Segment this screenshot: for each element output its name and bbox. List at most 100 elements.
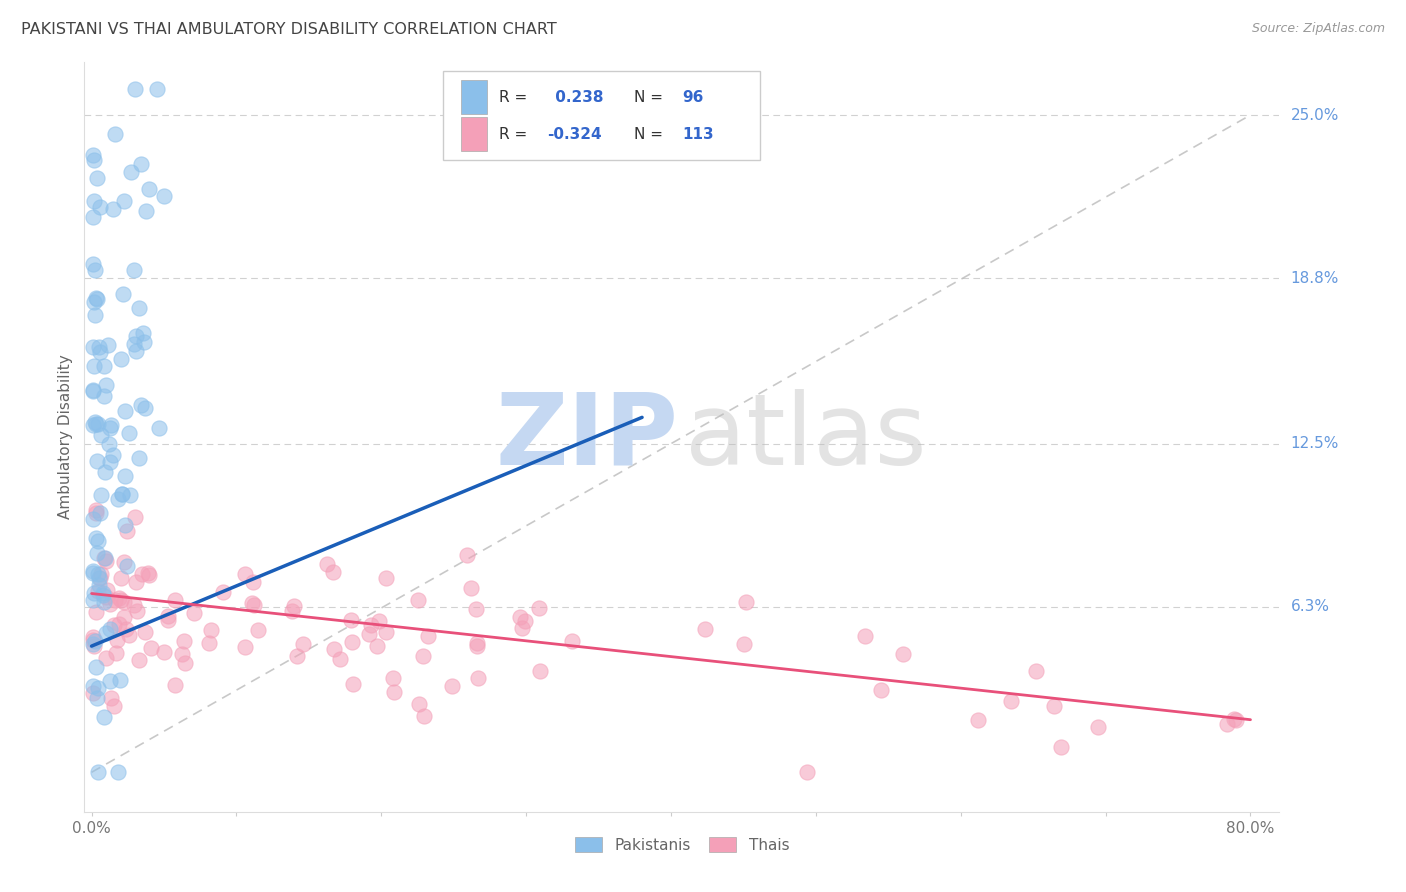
Point [374,625,396,640]
Point [97,338,120,352]
Point [98,455,121,469]
Point [1043,699,1066,714]
Point [456,548,478,562]
Point [460,582,482,596]
Text: -0.324: -0.324 [547,127,602,142]
Point [112,287,135,301]
Point [84,415,107,429]
Point [105,646,128,660]
Point [103,618,125,632]
Point [110,572,132,586]
Point [96,378,118,392]
Point [82,384,104,398]
Point [233,640,256,654]
Point [82,630,104,644]
Point [1049,740,1071,755]
Point [413,709,436,723]
Point [93,710,115,724]
Point [467,671,489,685]
Point [134,625,156,640]
Point [103,699,125,714]
Text: atlas: atlas [686,389,927,485]
Point [87,340,110,354]
Point [322,566,344,580]
Point [84,263,107,277]
Point [198,636,221,650]
Point [94,651,117,665]
Point [316,557,339,571]
Point [83,359,105,373]
Point [122,337,145,351]
Point [82,566,104,581]
Point [374,571,396,585]
Point [94,465,117,479]
Point [96,626,118,640]
Point [110,593,132,607]
Point [132,326,155,340]
Point [118,425,141,440]
Point [94,551,117,566]
Point [163,593,186,607]
Point [146,81,169,95]
Point [97,437,120,451]
Point [342,677,364,691]
Point [382,685,405,699]
Text: N =: N = [634,127,668,142]
Point [509,609,531,624]
Point [120,488,142,502]
Point [82,593,104,607]
Point [90,567,112,582]
Point [82,564,104,578]
Point [382,671,405,685]
Point [94,590,117,604]
Point [129,398,152,412]
Point [174,656,197,670]
Point [465,636,488,650]
Point [340,635,363,649]
Point [98,597,121,611]
Point [84,506,107,520]
Text: 6.3%: 6.3% [1291,599,1330,615]
Point [82,637,104,651]
Point [529,664,551,678]
Point [89,571,111,585]
Point [242,596,264,610]
Point [87,583,110,598]
Point [114,518,136,533]
Point [98,421,121,435]
Point [323,641,346,656]
Point [89,578,111,592]
Point [360,617,382,632]
Point [734,595,756,609]
Point [83,194,105,208]
Point [115,623,138,637]
Point [84,605,107,619]
Point [128,301,150,315]
Point [128,653,150,667]
Point [103,448,125,462]
Point [82,632,104,647]
Point [86,292,108,306]
Point [1223,712,1246,726]
Point [796,765,818,780]
Point [366,640,388,654]
Point [86,546,108,560]
Point [408,697,430,711]
Point [153,189,176,203]
Point [165,678,187,692]
Point [105,633,128,648]
Point [200,623,222,637]
Point [96,583,118,598]
Point [416,629,439,643]
Text: PAKISTANI VS THAI AMBULATORY DISABILITY CORRELATION CHART: PAKISTANI VS THAI AMBULATORY DISABILITY … [21,22,557,37]
Point [1225,713,1247,727]
Point [87,765,110,780]
Point [108,617,131,632]
Text: 12.5%: 12.5% [1291,436,1339,451]
Point [110,673,132,687]
Point [357,626,380,640]
Point [136,566,159,580]
Point [96,554,118,568]
Point [285,649,308,664]
Point [86,566,108,581]
